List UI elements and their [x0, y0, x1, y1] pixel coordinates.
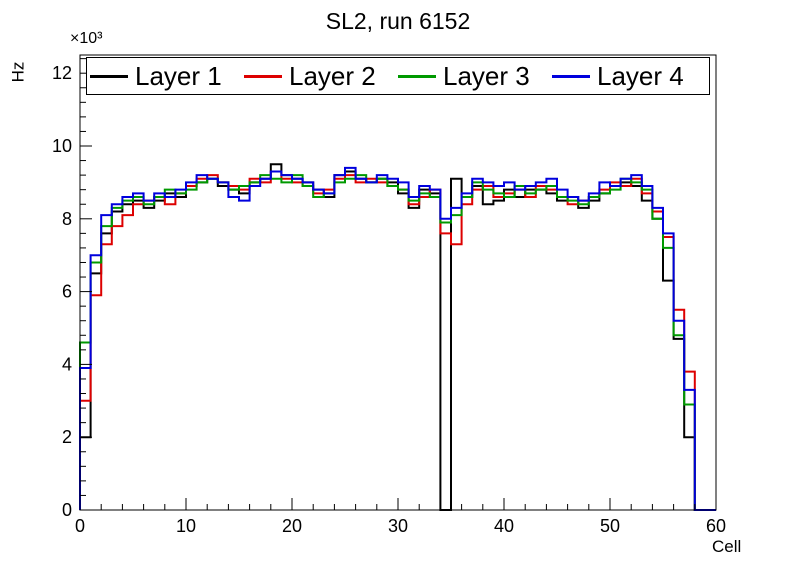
series-layer-3 — [79, 174, 716, 511]
x-axis-title: Cell — [712, 537, 742, 556]
y-tick-label: 4 — [62, 354, 72, 374]
legend-label: Layer 3 — [443, 61, 530, 91]
legend-line-marker — [90, 74, 128, 78]
x-tick-label: 50 — [600, 516, 620, 536]
y-tick-label: 8 — [62, 209, 72, 229]
plot-frame — [79, 54, 717, 511]
chart-title: SL2, run 6152 — [325, 8, 471, 34]
legend-entry-layer-2: Layer 2 — [244, 63, 398, 89]
x-tick-label: 60 — [706, 516, 726, 536]
x-tick-label: 20 — [282, 516, 302, 536]
legend-line-marker — [398, 74, 436, 78]
x-tick-label: 40 — [494, 516, 514, 536]
x-tick-label: 10 — [176, 516, 196, 536]
series-layer-1 — [79, 163, 716, 511]
y-tick-label: 12 — [52, 63, 72, 83]
legend-line-marker — [244, 74, 282, 78]
x-tick-label: 0 — [75, 516, 85, 536]
legend-label: Layer 1 — [135, 61, 222, 91]
legend-entry-layer-1: Layer 1 — [90, 63, 244, 89]
legend: Layer 1 Layer 2 Layer 3 Layer 4 — [86, 57, 710, 95]
legend-label: Layer 4 — [597, 61, 684, 91]
y-axis-multiplier-label: ×10³ — [70, 30, 103, 47]
y-tick-label: 6 — [62, 282, 72, 302]
y-tick-label: 0 — [62, 500, 72, 520]
legend-label: Layer 2 — [289, 61, 376, 91]
y-tick-label: 2 — [62, 427, 72, 447]
x-tick-label: 30 — [388, 516, 408, 536]
legend-entry-layer-4: Layer 4 — [552, 63, 706, 89]
legend-entry-layer-3: Layer 3 — [398, 63, 552, 89]
series-layer-4 — [79, 166, 716, 511]
legend-line-marker — [552, 74, 590, 78]
series-layer-2 — [79, 170, 716, 511]
y-tick-label: 10 — [52, 136, 72, 156]
